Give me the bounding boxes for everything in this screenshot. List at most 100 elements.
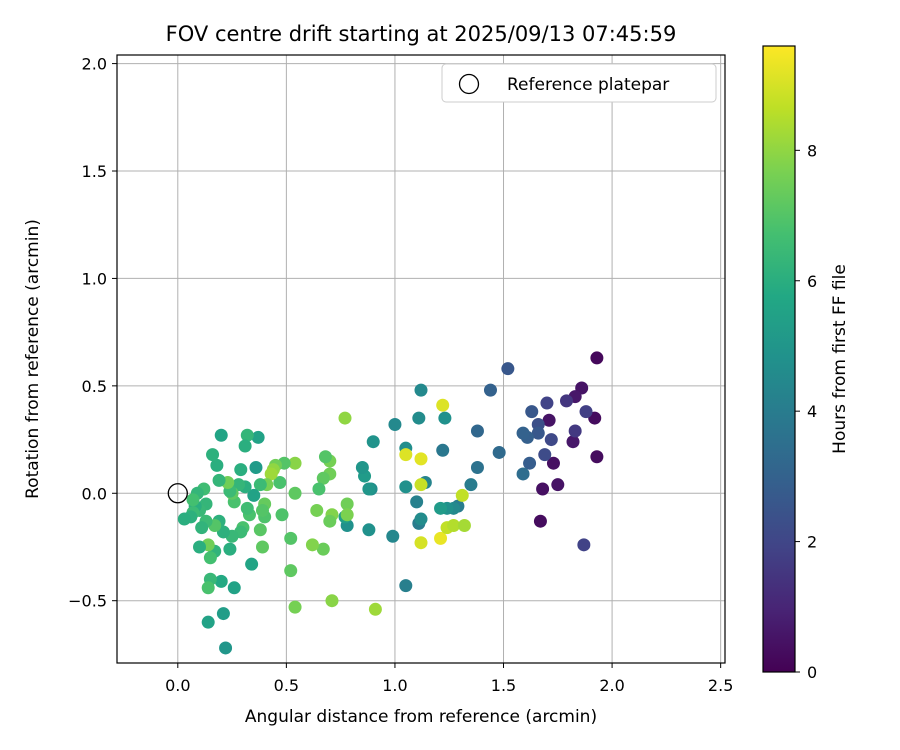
legend-open-circle-marker	[458, 73, 480, 95]
y-tick-label-2: 0.5	[82, 377, 107, 396]
data-point-15	[540, 396, 554, 410]
y-tick-label-3: 1.0	[82, 269, 107, 288]
reference-platepar-marker	[167, 483, 188, 504]
colorbar-tick-label-2: 4	[807, 402, 817, 421]
x-tick-label-5: 2.5	[708, 676, 733, 695]
data-point-81	[288, 456, 302, 470]
data-point-14	[577, 538, 591, 552]
data-point-28	[470, 424, 484, 438]
colorbar-tick-label-0: 0	[807, 663, 817, 682]
y-tick-label-4: 1.5	[82, 162, 107, 181]
data-point-0	[590, 351, 604, 365]
data-point-69	[340, 508, 354, 522]
data-point-25	[516, 467, 530, 481]
x-tick-label-3: 1.5	[491, 676, 516, 695]
data-point-53	[355, 460, 369, 474]
data-point-34	[434, 501, 448, 515]
legend-box	[441, 63, 717, 103]
data-point-46	[388, 418, 402, 432]
data-point-119	[219, 641, 233, 655]
data-point-101	[247, 488, 261, 502]
data-point-105	[240, 428, 254, 442]
data-point-8	[542, 413, 556, 427]
data-point-79	[455, 488, 469, 502]
data-points	[177, 351, 604, 655]
data-point-76	[434, 531, 448, 545]
data-point-129	[206, 448, 220, 462]
data-point-62	[316, 471, 330, 485]
data-point-68	[340, 497, 354, 511]
data-point-95	[255, 503, 269, 517]
data-point-59	[323, 514, 337, 528]
reference-marker	[167, 483, 188, 504]
data-point-91	[264, 467, 278, 481]
data-point-100	[249, 460, 263, 474]
data-point-78	[447, 519, 461, 533]
data-point-98	[253, 478, 267, 492]
data-point-120	[216, 607, 230, 621]
data-point-24	[501, 362, 515, 376]
grid	[117, 55, 725, 663]
x-tick-label-2: 1.0	[382, 676, 407, 695]
x-tick-label-1: 0.5	[274, 676, 299, 695]
data-point-17	[538, 448, 552, 462]
data-point-64	[310, 503, 324, 517]
data-point-12	[568, 424, 582, 438]
data-point-112	[227, 581, 241, 595]
data-point-45	[399, 579, 413, 593]
data-point-109	[234, 463, 248, 477]
data-point-144	[186, 493, 200, 507]
data-point-67	[338, 411, 352, 425]
data-point-97	[253, 523, 267, 537]
data-point-63	[312, 482, 326, 496]
colorbar-tick-label-3: 6	[807, 272, 817, 291]
data-point-35	[436, 443, 450, 457]
data-point-21	[523, 456, 537, 470]
data-point-23	[516, 426, 530, 440]
data-point-20	[525, 405, 539, 419]
colorbar-ticks: 0 2 4 6 8	[795, 141, 817, 682]
data-point-40	[410, 495, 424, 509]
data-point-70	[368, 602, 382, 616]
data-point-84	[284, 564, 298, 578]
data-point-83	[288, 600, 302, 614]
data-point-47	[386, 529, 400, 543]
x-tick-label-4: 2.0	[599, 676, 624, 695]
data-point-139	[193, 540, 207, 554]
data-point-5	[566, 435, 580, 449]
colorbar-tick-label-1: 2	[807, 533, 817, 552]
data-point-82	[288, 486, 302, 500]
x-axis-label: Angular distance from reference (arcmin)	[245, 707, 597, 727]
data-point-9	[536, 482, 550, 496]
data-point-74	[414, 536, 428, 550]
data-point-51	[362, 523, 376, 537]
data-point-65	[305, 538, 319, 552]
data-point-44	[399, 480, 413, 494]
data-point-88	[273, 476, 287, 490]
data-point-27	[492, 445, 506, 459]
data-point-16	[544, 433, 558, 447]
colorbar-label: Hours from first FF file	[830, 264, 850, 454]
colorbar	[762, 45, 796, 673]
data-point-10	[533, 514, 547, 528]
y-tick-label-1: 0.0	[82, 484, 107, 503]
data-point-122	[214, 428, 228, 442]
y-tick-label-0: −0.5	[68, 592, 107, 611]
y-tick-label-5: 2.0	[82, 55, 107, 74]
data-point-85	[284, 531, 298, 545]
data-point-7	[546, 456, 560, 470]
data-point-36	[438, 411, 452, 425]
data-point-60	[318, 450, 332, 464]
data-point-39	[412, 411, 426, 425]
data-point-75	[436, 398, 450, 412]
data-point-123	[214, 574, 228, 588]
data-point-11	[559, 394, 573, 408]
data-point-106	[238, 439, 252, 453]
x-tick-label-0: 0.0	[165, 676, 190, 695]
x-axis-ticks: 0.0 0.5 1.0 1.5 2.0 2.5	[165, 663, 733, 695]
data-point-42	[414, 512, 428, 526]
colorbar-tick-label-4: 8	[807, 141, 817, 160]
data-point-132	[201, 615, 215, 629]
data-point-29	[470, 460, 484, 474]
